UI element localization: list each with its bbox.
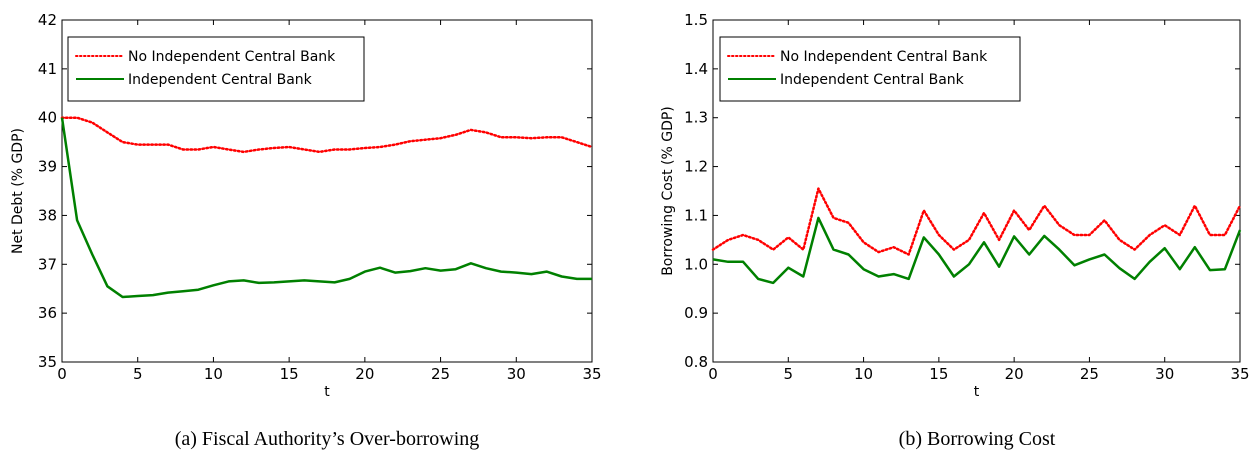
- x-tick-label: 20: [1005, 365, 1024, 383]
- y-tick-label: 1.5: [684, 11, 708, 29]
- series-line-no-independent-cb: [711, 187, 1242, 256]
- x-tick-label: 30: [1155, 365, 1174, 383]
- y-tick-label: 36: [38, 304, 57, 322]
- series-line-no-independent-cb: [60, 116, 594, 154]
- chart-panel-b: 0 5 10 15 20 25 30 35 0.8 0.9 1.0 1.1 1.2 1.3 1.4 1.5 t B…: [660, 11, 1250, 450]
- y-tick-label: 0.8: [684, 353, 708, 371]
- y-tick-label: 1.1: [684, 206, 708, 224]
- y-tick-label: 35: [38, 353, 57, 371]
- series-line-independent-cb: [712, 216, 1242, 285]
- y-tick-label: 0.9: [684, 304, 708, 322]
- x-tick-label: 5: [784, 365, 794, 383]
- panel-caption: (a) Fiscal Authority’s Over-borrowing: [175, 428, 480, 450]
- x-tick-label: 25: [1080, 365, 1099, 383]
- x-tick-label: 25: [431, 365, 450, 383]
- legend-box: [719, 36, 1021, 102]
- chart-panel-a: 0 5 10 15 20 25 30 35 35 36 37 38 39 40 41 42 t Net Debt …: [10, 11, 602, 450]
- legend: No Independent Central Bank Independent C…: [719, 36, 1021, 102]
- y-tick-label: 39: [38, 158, 57, 176]
- y-tick-label: 40: [38, 109, 57, 127]
- legend-label: Independent Central Bank: [780, 72, 965, 88]
- y-tick-label: 1.3: [684, 109, 708, 127]
- x-tick-label: 20: [355, 365, 374, 383]
- y-tick-label: 38: [38, 206, 57, 224]
- y-tick-label: 1.0: [684, 255, 708, 273]
- legend-label: Independent Central Bank: [128, 72, 313, 88]
- x-axis-label: t: [324, 384, 330, 400]
- y-tick-label: 1.2: [684, 158, 708, 176]
- y-axis-label: Net Debt (% GDP): [10, 128, 26, 254]
- x-tick-label: 0: [708, 365, 718, 383]
- x-tick-label: 35: [1230, 365, 1249, 383]
- legend-box: [67, 36, 365, 102]
- y-tick-label: 41: [38, 60, 57, 78]
- panel-caption: (b) Borrowing Cost: [899, 428, 1056, 450]
- x-tick-label: 15: [280, 365, 299, 383]
- x-tick-label: 0: [57, 365, 67, 383]
- x-tick-label: 35: [582, 365, 601, 383]
- y-tick-label: 37: [38, 255, 57, 273]
- x-tick-label: 30: [507, 365, 526, 383]
- series-line-independent-cb: [60, 117, 592, 299]
- legend: No Independent Central Bank Independent C…: [67, 36, 365, 102]
- x-tick-label: 10: [854, 365, 873, 383]
- y-tick-label: 1.4: [684, 60, 708, 78]
- plot-frame: [712, 19, 1241, 363]
- y-tick-label: 42: [38, 11, 57, 29]
- x-axis-label: t: [974, 384, 980, 400]
- x-tick-label: 15: [929, 365, 948, 383]
- legend-label: No Independent Central Bank: [128, 49, 336, 65]
- x-tick-label: 5: [133, 365, 143, 383]
- legend-label: No Independent Central Bank: [780, 49, 988, 65]
- x-tick-label: 10: [204, 365, 223, 383]
- plot-frame: [61, 19, 593, 363]
- y-axis-label: Borrowing Cost (% GDP): [660, 106, 676, 276]
